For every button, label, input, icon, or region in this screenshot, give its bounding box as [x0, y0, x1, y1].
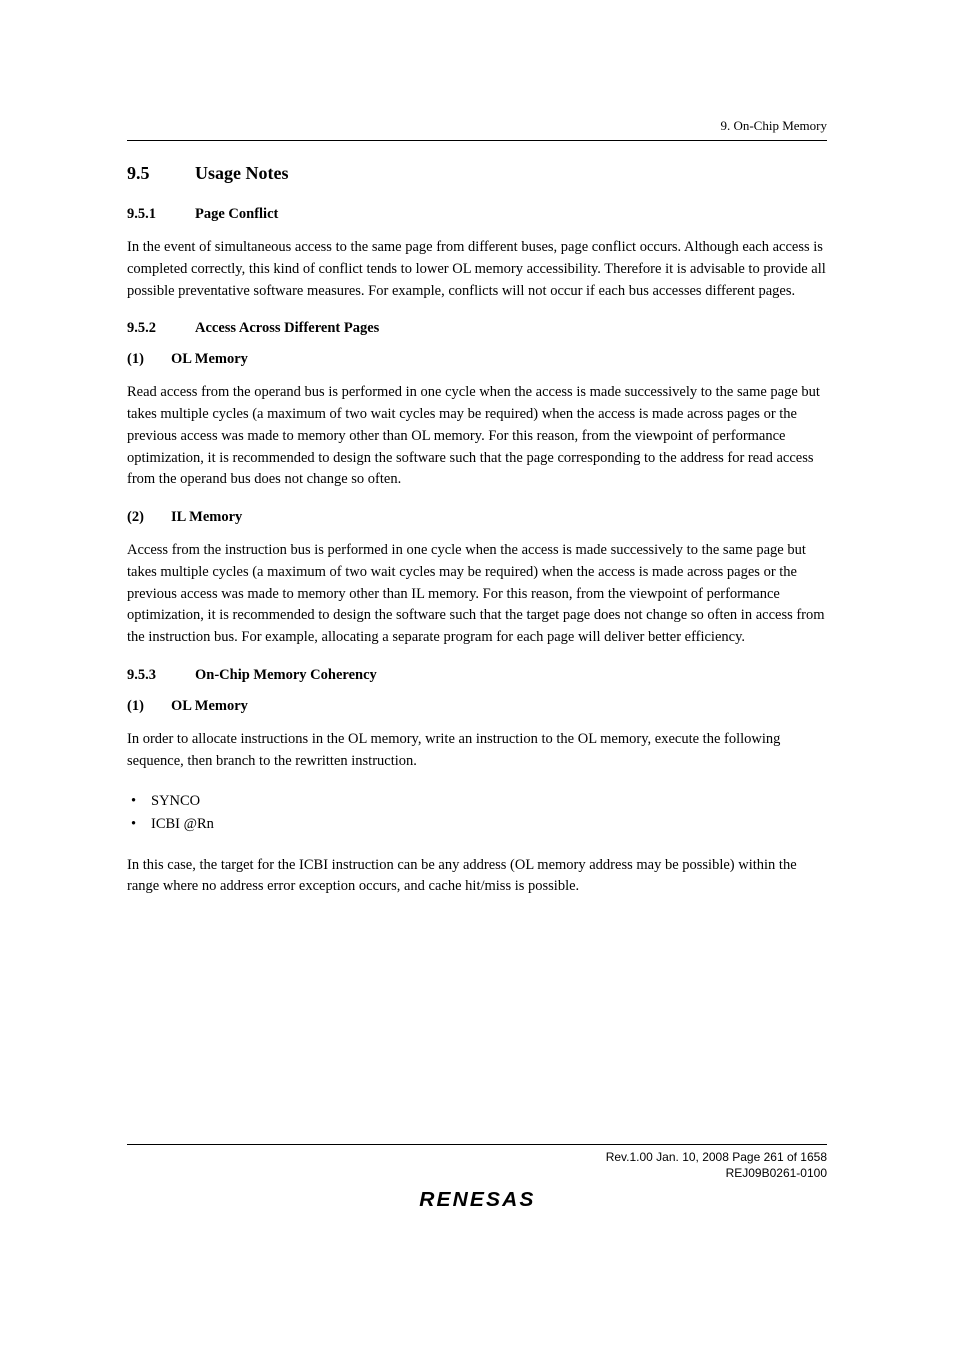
- body-paragraph: In the event of simultaneous access to t…: [127, 237, 827, 302]
- subsection-title: On-Chip Memory Coherency: [195, 667, 377, 683]
- footer-text: Rev.1.00 Jan. 10, 2008 Page 261 of 1658 …: [127, 1149, 827, 1181]
- body-paragraph: Access from the instruction bus is perfo…: [127, 540, 827, 649]
- section-title: Usage Notes: [195, 163, 288, 183]
- subsection-heading: 9.5.2Access Across Different Pages: [127, 320, 827, 337]
- bullet-list: SYNCO ICBI @Rn: [127, 790, 827, 836]
- item-number: (1): [127, 351, 171, 368]
- item-number: (1): [127, 698, 171, 715]
- body-paragraph: Read access from the operand bus is perf…: [127, 382, 827, 491]
- item-heading: (2)IL Memory: [127, 509, 827, 526]
- revision-line: Rev.1.00 Jan. 10, 2008 Page 261 of 1658: [127, 1149, 827, 1165]
- logo-container: RENESAS: [127, 1189, 827, 1212]
- subsection-heading: 9.5.1Page Conflict: [127, 206, 827, 223]
- subsection-title: Page Conflict: [195, 206, 278, 222]
- body-paragraph: In this case, the target for the ICBI in…: [127, 855, 827, 899]
- item-title: OL Memory: [171, 351, 248, 367]
- body-paragraph: In order to allocate instructions in the…: [127, 729, 827, 773]
- section-heading: 9.5Usage Notes: [127, 163, 827, 184]
- chapter-label: 9. On-Chip Memory: [720, 118, 827, 133]
- list-item: ICBI @Rn: [127, 813, 827, 836]
- list-item: SYNCO: [127, 790, 827, 813]
- item-heading: (1)OL Memory: [127, 351, 827, 368]
- page-footer: Rev.1.00 Jan. 10, 2008 Page 261 of 1658 …: [127, 1144, 827, 1212]
- renesas-logo: RENESAS: [419, 1189, 535, 1212]
- subsection-number: 9.5.3: [127, 667, 195, 684]
- section-number: 9.5: [127, 163, 195, 184]
- subsection-heading: 9.5.3On-Chip Memory Coherency: [127, 667, 827, 684]
- subsection-title: Access Across Different Pages: [195, 320, 379, 336]
- item-number: (2): [127, 509, 171, 526]
- subsection-number: 9.5.1: [127, 206, 195, 223]
- item-title: OL Memory: [171, 698, 248, 714]
- item-title: IL Memory: [171, 509, 242, 525]
- document-id: REJ09B0261-0100: [127, 1165, 827, 1181]
- subsection-number: 9.5.2: [127, 320, 195, 337]
- page-header: 9. On-Chip Memory: [127, 118, 827, 141]
- item-heading: (1)OL Memory: [127, 698, 827, 715]
- page-content: 9. On-Chip Memory 9.5Usage Notes 9.5.1Pa…: [0, 0, 954, 898]
